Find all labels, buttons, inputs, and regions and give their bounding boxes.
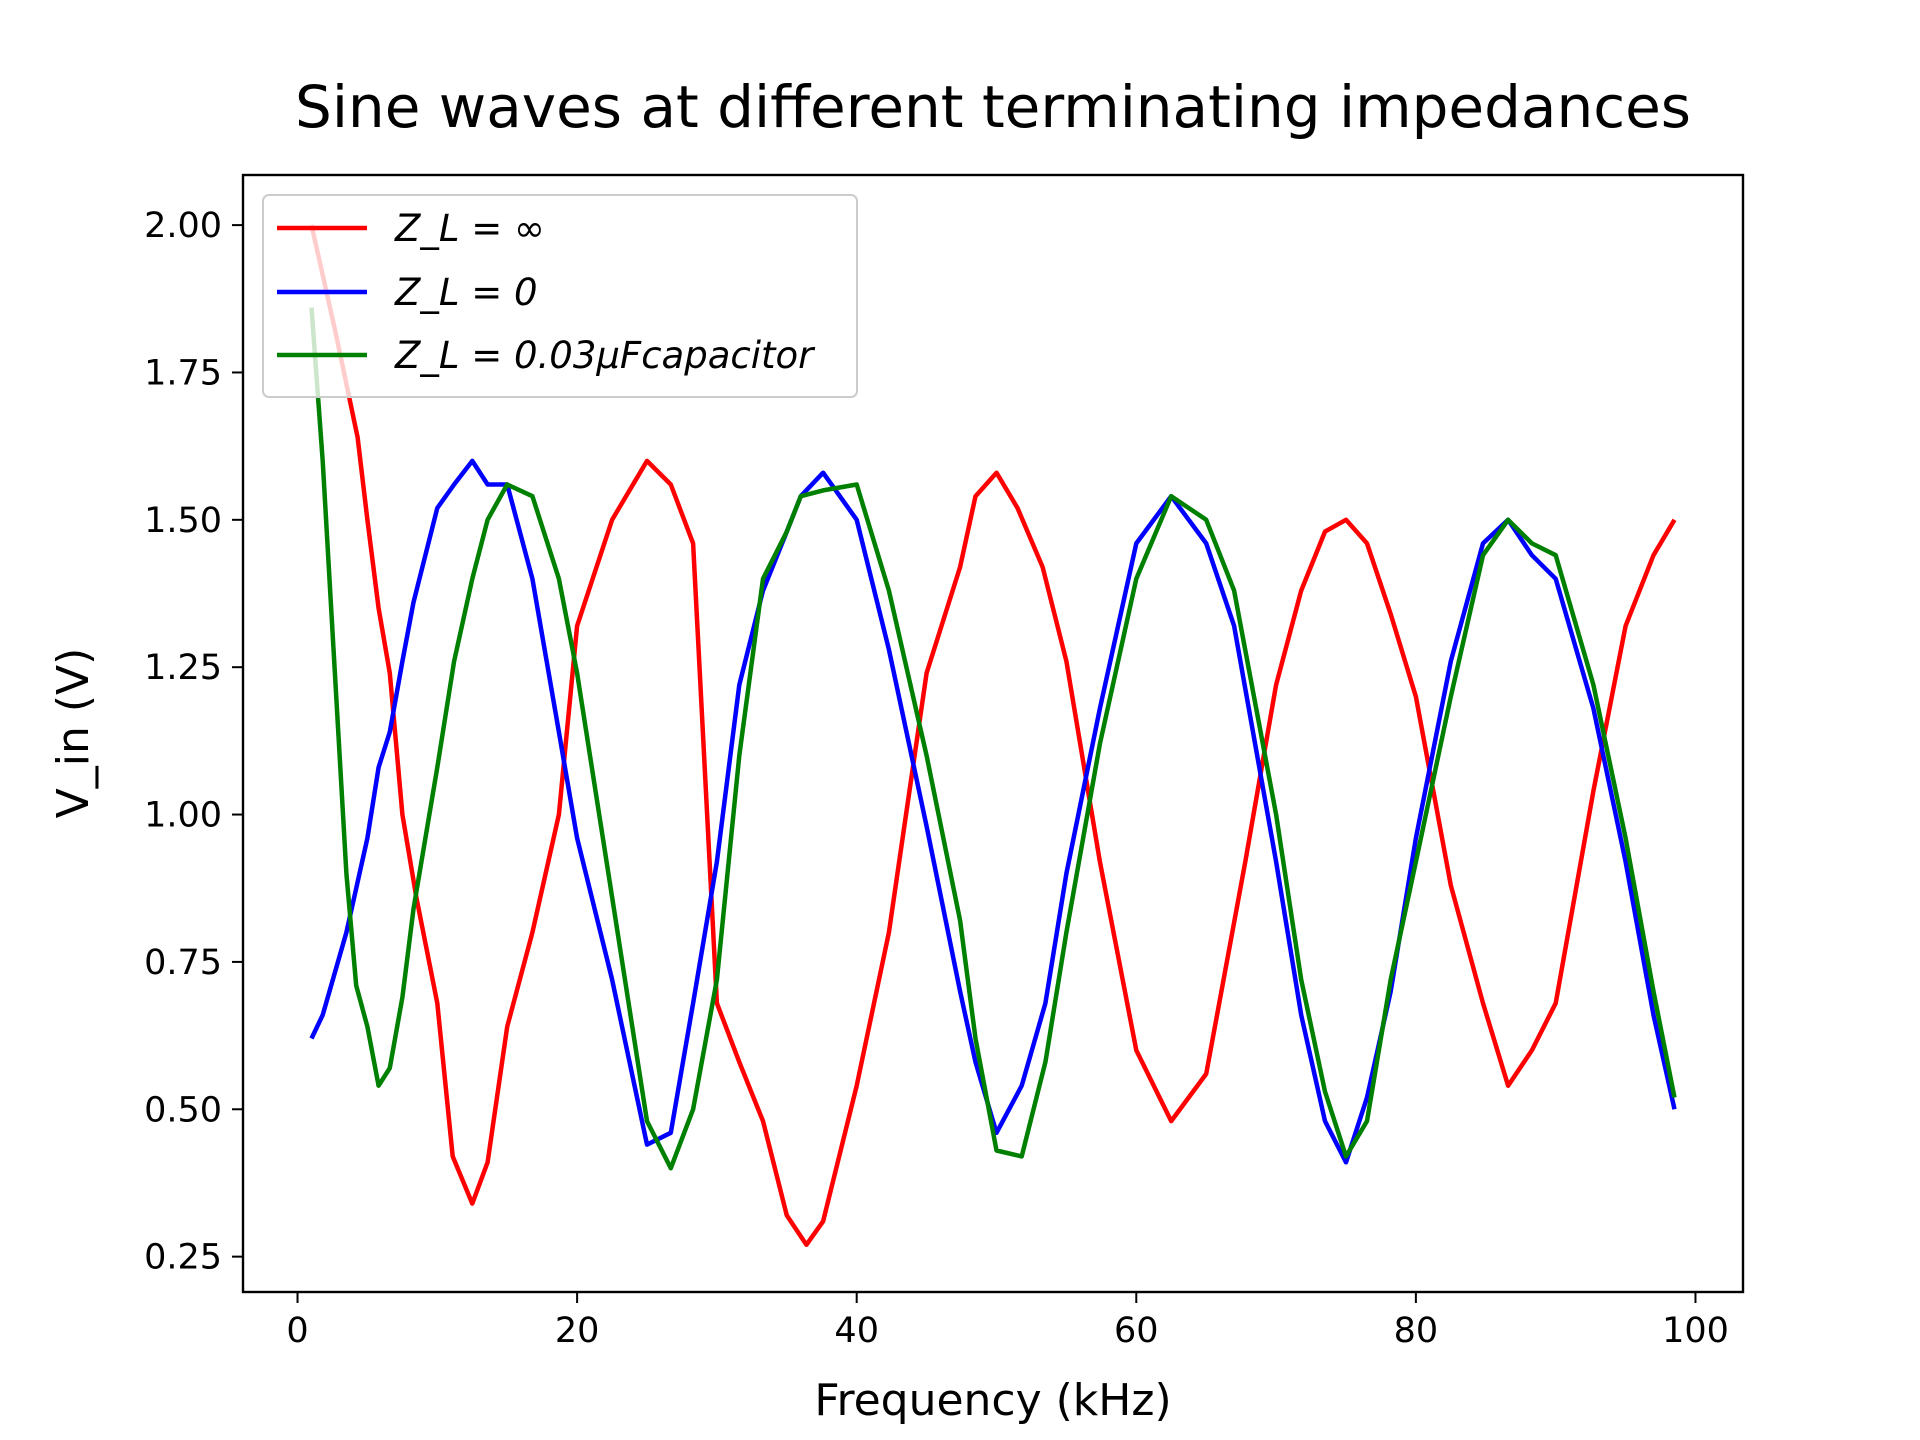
y-tick-label: 1.50 — [144, 501, 222, 541]
y-axis-ticks: 0.25 0.50 0.75 1.00 1.25 1.50 1.75 2.00 — [144, 206, 243, 1278]
series-line-1 — [309, 224, 1677, 1248]
y-tick-label: 0.75 — [144, 943, 222, 983]
y-tick-label: 0.50 — [144, 1090, 222, 1130]
legend: Z_L = ∞ Z_L = 0 Z_L = 0.03μFcapacitor — [262, 194, 858, 398]
legend-label-series-1: Z_L = ∞ — [394, 207, 545, 250]
y-tick-label: 2.00 — [144, 206, 222, 246]
legend-label-series-2: Z_L = 0 — [394, 271, 538, 314]
x-axis-ticks: 0 20 40 60 80 100 — [286, 1292, 1729, 1351]
x-tick-label: 40 — [834, 1311, 879, 1351]
x-tick-label: 80 — [1394, 1311, 1439, 1351]
series-line-2 — [309, 458, 1677, 1165]
legend-box — [262, 194, 858, 398]
y-tick-label: 0.25 — [144, 1238, 222, 1278]
x-tick-label: 20 — [555, 1311, 600, 1351]
y-tick-label: 1.00 — [144, 796, 222, 836]
y-axis-label: V_in (V) — [48, 648, 99, 819]
series-line-3 — [309, 307, 1677, 1171]
x-axis-label: Frequency (kHz) — [814, 1375, 1171, 1426]
y-tick-label: 1.25 — [144, 648, 222, 688]
legend-label-series-3: Z_L = 0.03μFcapacitor — [394, 334, 816, 377]
x-tick-label: 100 — [1662, 1311, 1729, 1351]
plot-frame — [241, 173, 1745, 1294]
x-tick-label: 60 — [1114, 1311, 1159, 1351]
series-layer — [309, 224, 1677, 1248]
x-tick-label: 0 — [286, 1311, 308, 1351]
chart-title: Sine waves at different terminating impe… — [295, 73, 1691, 141]
y-tick-label: 1.75 — [144, 353, 222, 393]
